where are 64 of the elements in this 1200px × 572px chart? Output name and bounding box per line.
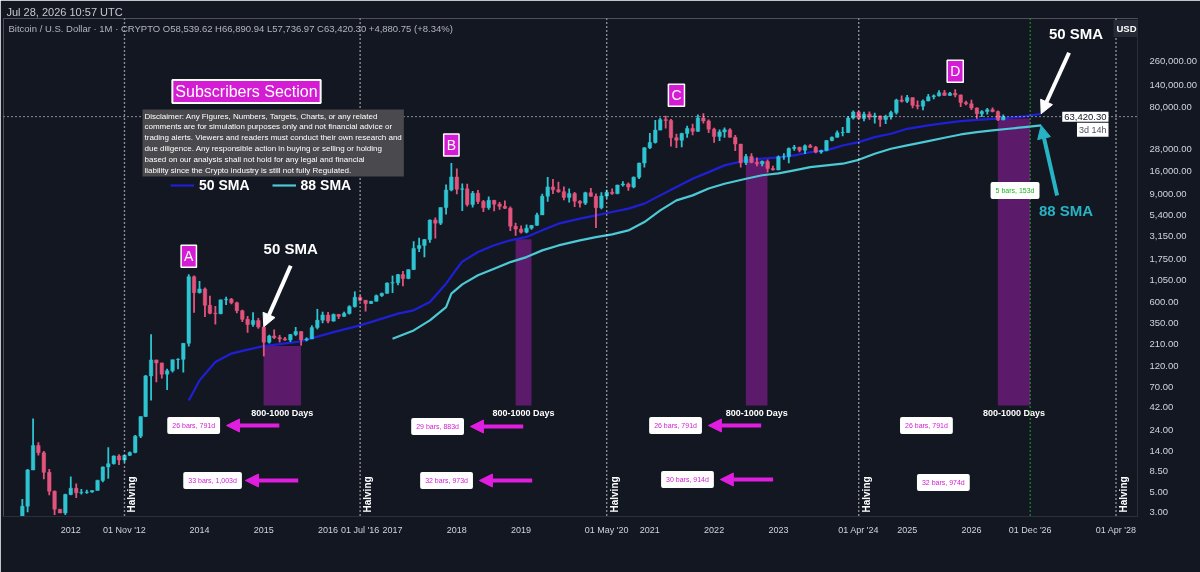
x-tick-label: 2014 — [189, 524, 210, 535]
y-tick-label: 24.00 — [1149, 423, 1174, 435]
band-label: 800-1000 Days — [725, 408, 788, 419]
y-tick-label: 5.00 — [1149, 486, 1168, 498]
x-tick-label: 2023 — [768, 524, 789, 535]
x-tick-label: 01 Nov '12 — [103, 524, 146, 535]
legend-label: 88 SMA — [300, 177, 352, 193]
x-tick-label: 2026 — [961, 524, 982, 535]
y-tick-label: 9,000.00 — [1149, 188, 1187, 200]
y-tick-label: 1,050.00 — [1149, 273, 1187, 285]
text: Bitcoin / U.S. Dollar · 1M · CRYPTO O58,539.62 H66,890.94 L57,736.97 C63,420.30 +4,880.75 (+8.34%) — [8, 23, 453, 34]
annotation: 50 SMA — [263, 240, 318, 258]
chart-title: Jul 28, 2026 10:57 UTC — [6, 5, 123, 18]
x-tick-label: 2022 — [704, 524, 725, 535]
band-label: 800-1000 Days — [251, 408, 314, 419]
x-tick-label: 01 Dec '26 — [1008, 524, 1052, 535]
annotation: A — [184, 248, 195, 265]
annotation: Subscribers Section — [175, 83, 318, 100]
y-tick-label: 5,400.00 — [1149, 208, 1187, 220]
y-tick-label: 70.00 — [1149, 381, 1174, 393]
y-tick-label: 1,750.00 — [1149, 253, 1187, 265]
x-tick-label: 01 Apr '24 — [838, 524, 879, 535]
x-tick-label: 01 May '20 — [584, 524, 629, 535]
y-tick-label: 210.00 — [1149, 337, 1179, 349]
x-tick-label: 01 Apr '28 — [1095, 524, 1136, 535]
x-tick-label: 2012 — [60, 524, 81, 535]
band-label: 800-1000 Days — [492, 408, 555, 419]
y-tick-label: 3.00 — [1149, 506, 1168, 518]
annotation: C — [671, 87, 682, 104]
ref-line-label: Halving — [126, 476, 138, 513]
y-tick-label: 14.00 — [1149, 445, 1174, 457]
y-tick-label: 80,000.00 — [1149, 101, 1192, 113]
y-tick-label: 350.00 — [1149, 317, 1179, 329]
ref-line-label: 63,420.30 — [1064, 110, 1107, 122]
ref-line-label: Halving — [1118, 476, 1130, 513]
x-tick-label: 2017 — [382, 524, 403, 535]
annotation: 3d 14h — [1078, 124, 1107, 135]
y-tick-label: 140,000.00 — [1149, 79, 1198, 91]
y-tick-label: 16,000.00 — [1149, 165, 1192, 177]
y-tick-label: 260,000.00 — [1149, 54, 1198, 66]
x-tick-label: 2019 — [511, 524, 532, 535]
annotation: D — [950, 63, 961, 80]
annotation: Disclaimer: Any Figures, Numbers, Targets, Charts, or any related comments are for simulation purposes only and not financial advice or trading alerts. Viewers and readers must conduct their own research and due diligence. Any responsible action in buying or selling or holding based on our analysis shall not hold for any legal and financial liability since the Crypto industry is still not fully Regulated. — [144, 111, 402, 175]
y-tick-label: 42.00 — [1149, 401, 1174, 413]
x-tick-label: 2021 — [639, 524, 660, 535]
x-tick-label: 2025 — [897, 524, 918, 535]
annotation: 50 SMA — [1048, 25, 1104, 43]
annotation: 88 SMA — [1038, 201, 1094, 219]
band-label: 800-1000 Days — [982, 408, 1045, 419]
y-tick-label: 600.00 — [1149, 295, 1179, 307]
x-tick-label: 2015 — [253, 524, 274, 535]
y-tick-label: 8.50 — [1149, 464, 1168, 476]
ref-line-label: Halving — [362, 476, 374, 513]
y-tick-label: 120.00 — [1149, 359, 1179, 371]
legend-label: 50 SMA — [199, 177, 250, 193]
ref-line-label: Halving — [608, 476, 620, 513]
x-tick-label: 2018 — [446, 524, 467, 535]
x-tick-label: 2016 — [318, 524, 339, 535]
annotation: B — [446, 136, 457, 153]
ref-line-label: Halving — [860, 476, 872, 513]
x-tick-label: 01 Jul '16 — [341, 524, 380, 535]
y-tick-label: 3,150.00 — [1149, 229, 1187, 241]
y-axis-title: USD — [1116, 23, 1137, 34]
y-tick-label: 28,000.00 — [1149, 143, 1192, 155]
